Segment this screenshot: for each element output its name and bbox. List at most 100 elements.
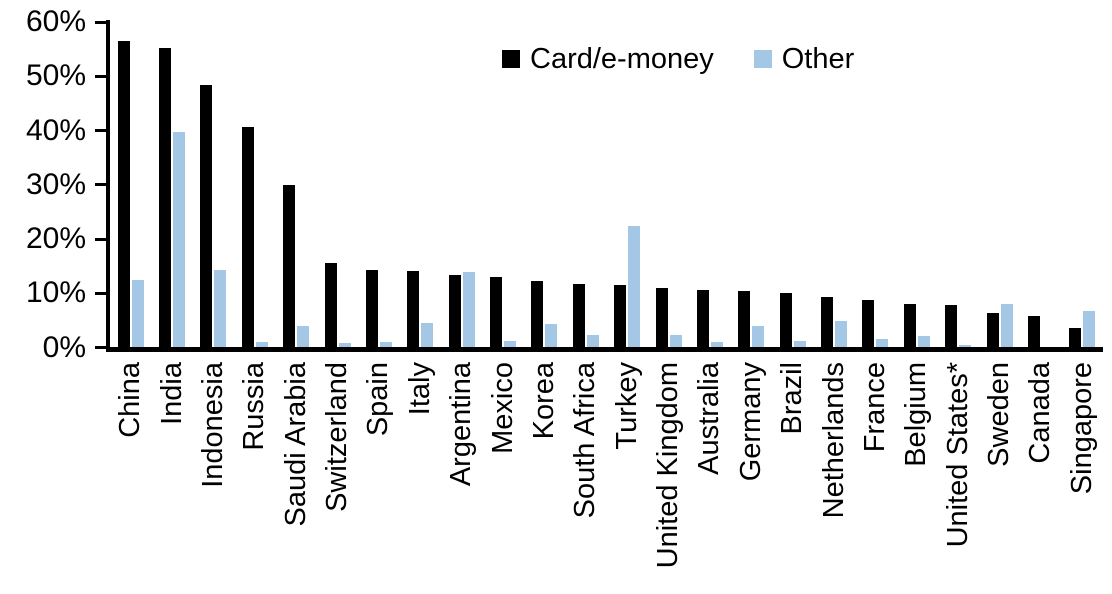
bar-card-e-money-south-africa xyxy=(572,283,585,347)
legend-label-other: Other xyxy=(781,43,855,75)
bar-card-e-money-china xyxy=(117,40,130,347)
bar-other-mexico xyxy=(504,340,517,347)
bar-group-germany xyxy=(731,22,772,347)
bar-other-united-kingdom xyxy=(669,335,682,347)
bar-card-e-money-australia xyxy=(696,289,709,347)
bar-group-australia xyxy=(689,22,730,347)
bar-other-united-states xyxy=(959,345,972,347)
y-axis-tick-30 xyxy=(95,183,106,187)
bar-other-singapore xyxy=(1083,310,1096,347)
bar-card-e-money-russia xyxy=(241,127,254,347)
x-axis-label-korea: Korea xyxy=(527,362,560,440)
bar-group-france xyxy=(855,22,896,347)
x-axis-label-united-states: United States* xyxy=(941,362,974,548)
x-axis-label-sweden: Sweden xyxy=(983,362,1016,467)
bar-other-indonesia xyxy=(214,269,227,347)
bar-card-e-money-argentina xyxy=(448,274,461,347)
legend-item-card-e-money: Card/e-money xyxy=(502,42,714,76)
bar-other-brazil xyxy=(793,341,806,347)
x-axis-label-singapore: Singapore xyxy=(1065,362,1098,495)
y-axis-tick-0 xyxy=(95,346,106,349)
bar-group-switzerland xyxy=(317,22,358,347)
bar-group-united-states xyxy=(938,22,979,347)
bar-other-argentina xyxy=(462,272,475,347)
bar-other-saudi-arabia xyxy=(297,326,310,347)
x-axis-label-spain: Spain xyxy=(362,362,395,437)
bar-card-e-money-india xyxy=(159,48,172,347)
bar-group-netherlands xyxy=(813,22,854,347)
y-axis-label-30: 30% xyxy=(25,167,86,201)
x-axis-label-brazil: Brazil xyxy=(776,362,809,435)
x-axis-label-turkey: Turkey xyxy=(610,362,643,450)
bar-other-france xyxy=(876,338,889,347)
bar-group-mexico xyxy=(482,22,523,347)
bar-card-e-money-belgium xyxy=(903,303,916,347)
x-axis-label-india: India xyxy=(155,362,188,425)
bar-card-e-money-canada xyxy=(1027,315,1040,347)
x-axis-label-switzerland: Switzerland xyxy=(321,362,354,512)
x-axis-label-canada: Canada xyxy=(1024,362,1057,464)
x-axis-label-belgium: Belgium xyxy=(900,362,933,467)
bar-group-china xyxy=(110,22,151,347)
y-axis-tick-10 xyxy=(95,291,106,295)
bar-card-e-money-united-kingdom xyxy=(655,287,668,347)
bar-card-e-money-netherlands xyxy=(821,297,834,347)
bar-group-korea xyxy=(524,22,565,347)
bar-other-turkey xyxy=(628,225,641,347)
bar-group-south-africa xyxy=(565,22,606,347)
bar-card-e-money-sweden xyxy=(986,312,999,347)
bar-card-e-money-france xyxy=(862,300,875,347)
bar-group-india xyxy=(151,22,192,347)
bar-group-indonesia xyxy=(193,22,234,347)
legend-swatch-other xyxy=(753,50,772,68)
bar-group-argentina xyxy=(441,22,482,347)
x-axis-label-netherlands: Netherlands xyxy=(817,362,850,519)
x-axis-label-china: China xyxy=(114,362,147,438)
plot-area xyxy=(110,22,1103,347)
bar-card-e-money-germany xyxy=(738,290,751,347)
x-axis-label-mexico: Mexico xyxy=(486,362,519,454)
bar-group-spain xyxy=(358,22,399,347)
bar-other-switzerland xyxy=(338,342,351,347)
bar-other-india xyxy=(173,131,186,347)
bar-group-singapore xyxy=(1062,22,1103,347)
bar-other-italy xyxy=(421,322,434,347)
bar-other-australia xyxy=(710,341,723,347)
x-axis-label-indonesia: Indonesia xyxy=(196,362,229,488)
bar-other-netherlands xyxy=(835,321,848,347)
bar-group-united-kingdom xyxy=(648,22,689,347)
legend-label-card-e-money: Card/e-money xyxy=(530,43,714,75)
bar-other-china xyxy=(131,280,144,347)
x-axis-label-italy: Italy xyxy=(403,362,436,416)
x-axis-line xyxy=(106,347,1103,352)
legend-item-other: Other xyxy=(753,42,855,76)
x-axis-label-united-kingdom: United Kingdom xyxy=(652,362,685,569)
bar-other-spain xyxy=(379,341,392,347)
y-axis-tick-40 xyxy=(95,129,106,132)
bar-card-e-money-saudi-arabia xyxy=(283,185,296,347)
bar-card-e-money-mexico xyxy=(490,277,503,347)
bar-other-russia xyxy=(255,341,268,347)
chart-legend: Card/e-money Other xyxy=(502,42,854,76)
x-axis-label-saudi-arabia: Saudi Arabia xyxy=(279,362,312,527)
bar-card-e-money-italy xyxy=(407,271,420,347)
bar-card-e-money-korea xyxy=(531,281,544,347)
y-axis-label-10: 10% xyxy=(25,276,86,310)
bar-other-sweden xyxy=(1000,303,1013,347)
bar-other-korea xyxy=(545,323,558,347)
bar-group-italy xyxy=(400,22,441,347)
bar-group-brazil xyxy=(772,22,813,347)
bar-card-e-money-indonesia xyxy=(200,85,213,347)
bar-card-e-money-brazil xyxy=(779,293,792,347)
x-axis-label-germany: Germany xyxy=(734,362,767,482)
y-axis-tick-60 xyxy=(95,20,106,24)
bar-other-belgium xyxy=(917,336,930,347)
bar-group-belgium xyxy=(896,22,937,347)
bar-group-canada xyxy=(1020,22,1061,347)
bar-card-e-money-united-states xyxy=(945,304,958,347)
y-axis-label-20: 20% xyxy=(25,222,86,255)
bar-other-south-africa xyxy=(586,334,599,347)
bar-card-e-money-switzerland xyxy=(324,262,337,347)
bar-card-e-money-spain xyxy=(365,270,378,347)
